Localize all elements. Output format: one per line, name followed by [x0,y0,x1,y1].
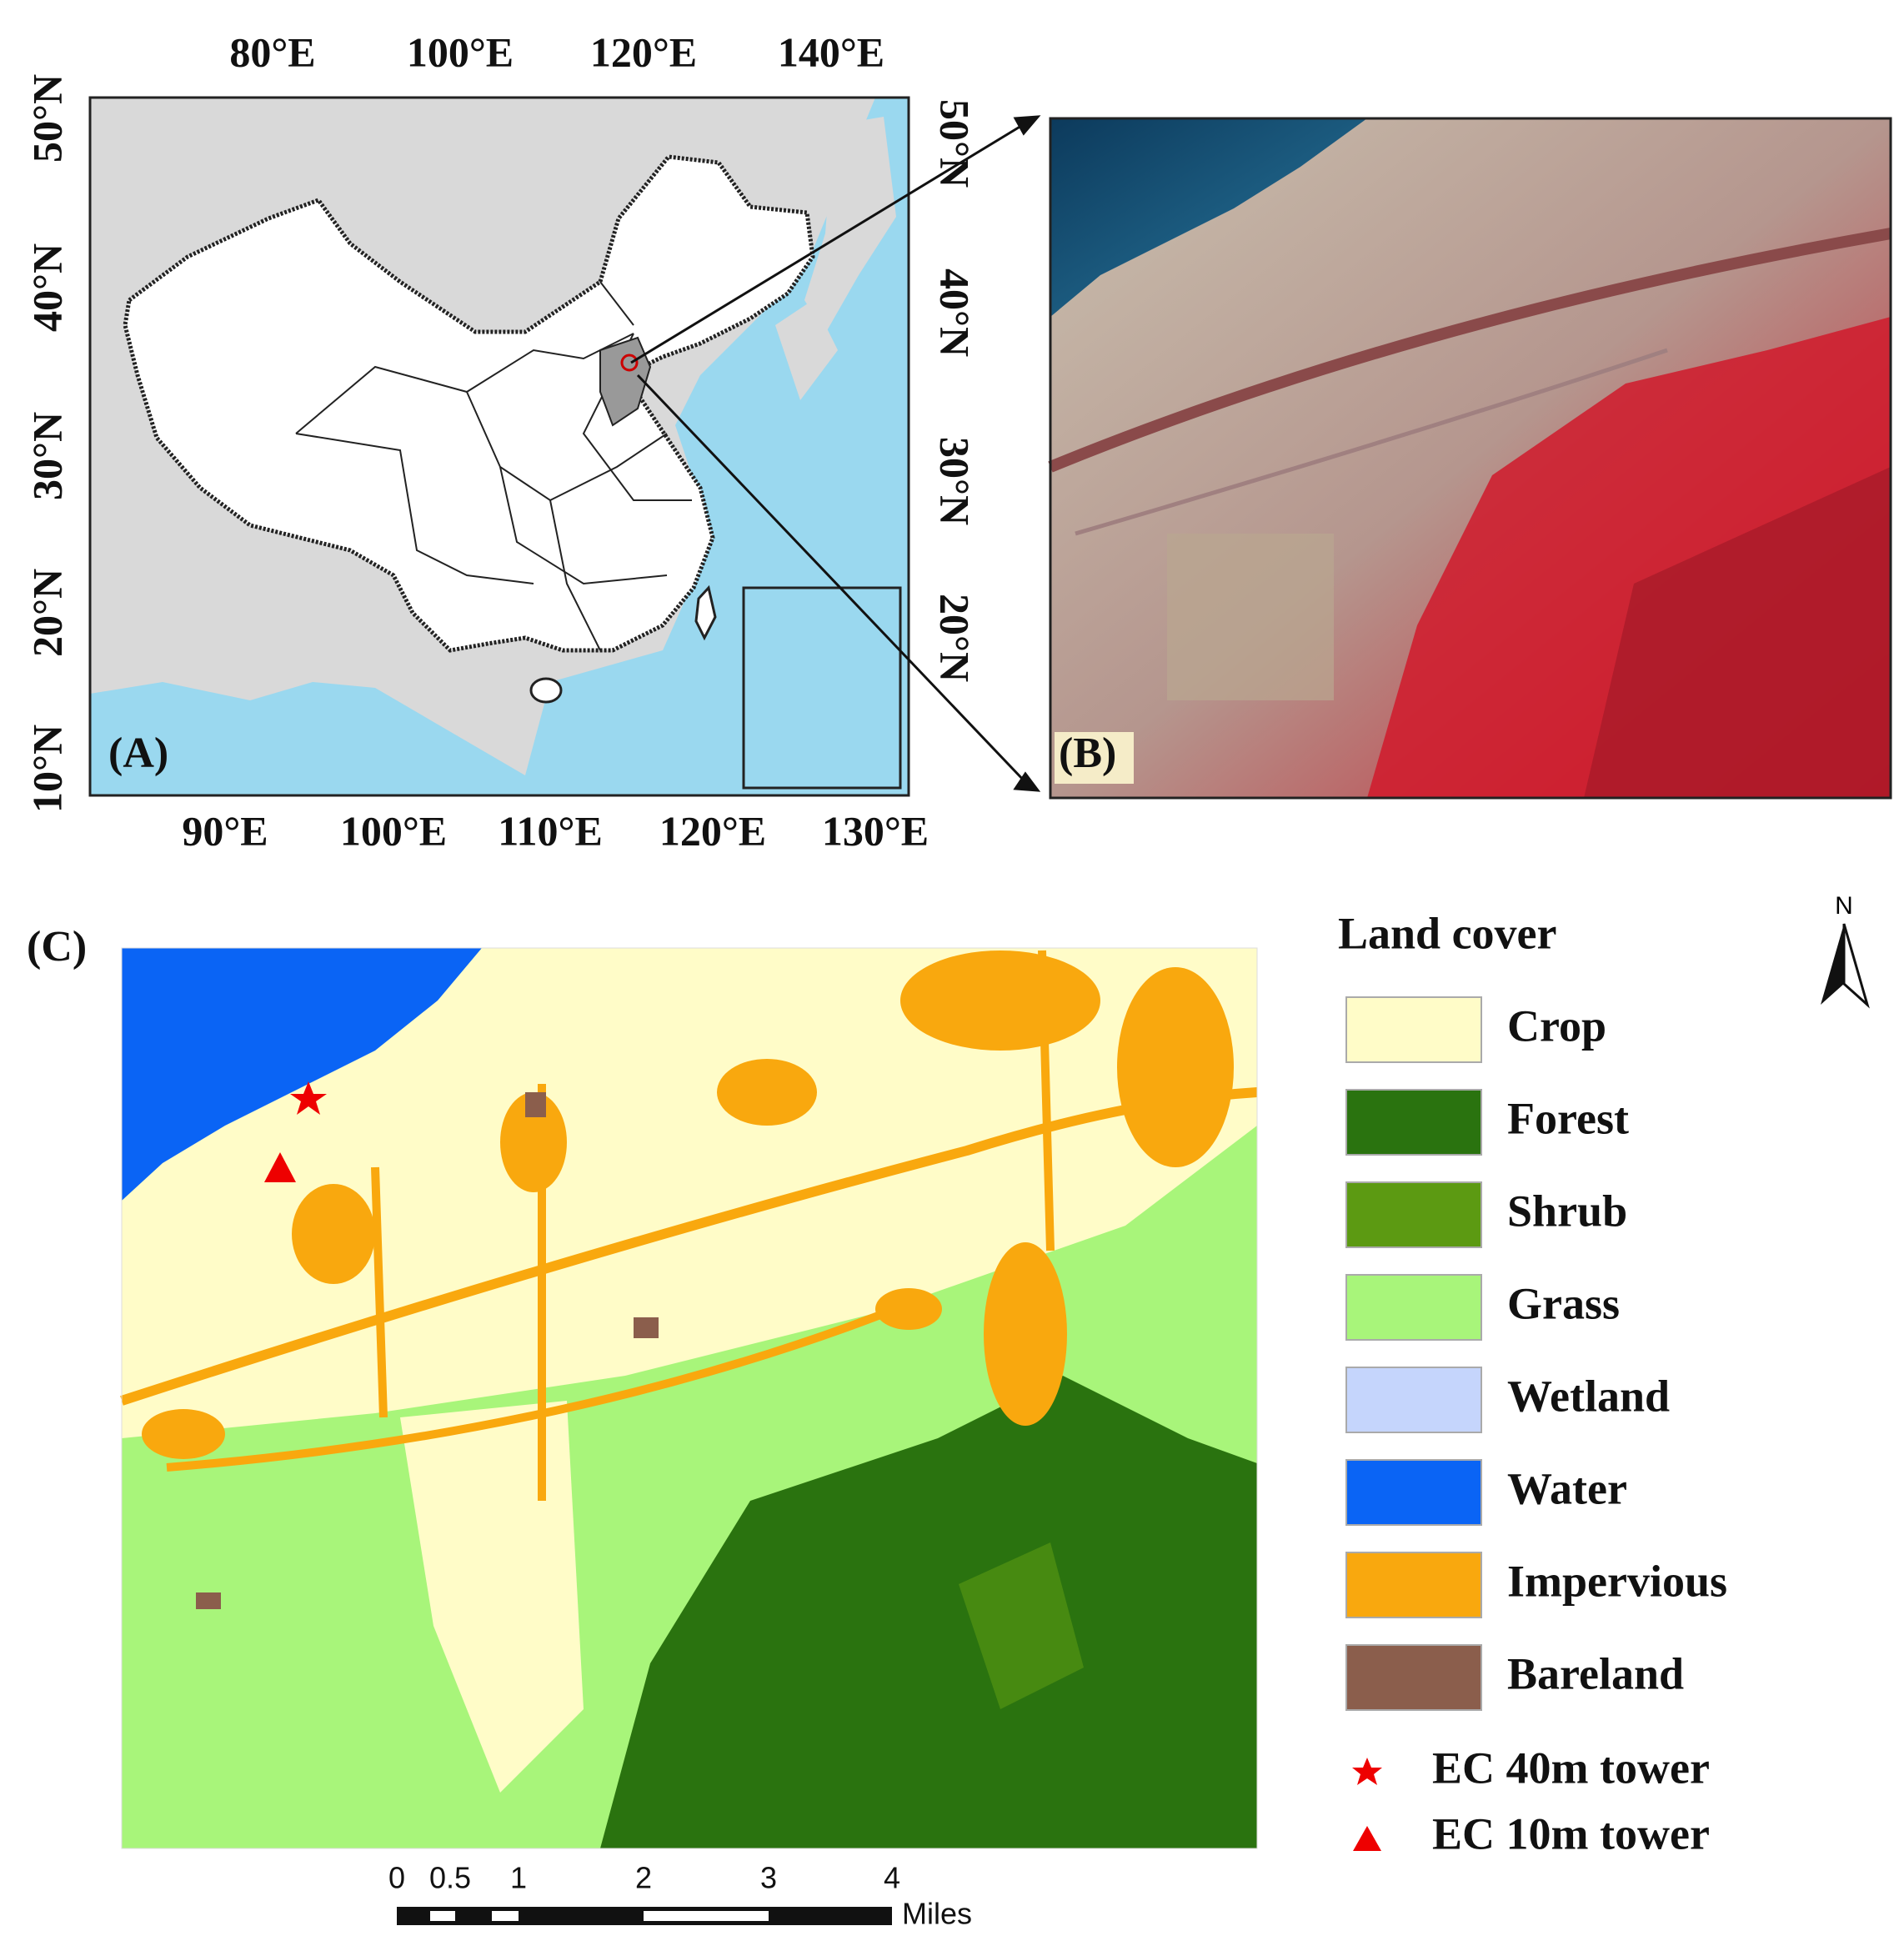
lon-label: 120°E [659,807,766,854]
lat-label: 30°N [23,412,70,500]
panel-c-map: (C) [27,923,1258,1849]
legend-label: EC 40m tower [1432,1743,1710,1793]
lon-label: 140°E [778,28,884,75]
legend-swatch [1345,996,1482,1063]
legend-swatch [1345,1181,1482,1248]
scale-label: 0.5 [429,1861,471,1895]
legend-swatch [1345,1644,1482,1711]
lat-label: 40°N [932,268,979,357]
north-label: N [1835,892,1853,920]
lat-label: 20°N [23,569,70,657]
legend-label: Forest [1507,1093,1629,1143]
legend-label: Water [1507,1463,1627,1513]
legend-label: Bareland [1507,1648,1684,1698]
scale-label: 3 [760,1861,777,1895]
lat-label: 50°N [932,99,979,188]
legend-label: Grass [1507,1278,1620,1328]
lon-label: 110°E [498,807,603,854]
callout-arrows [630,115,1041,792]
legend-label: Shrub [1507,1186,1627,1236]
legend-label: Impervious [1507,1556,1727,1606]
lon-label: 90°E [182,807,268,854]
lat-label: 20°N [932,594,979,682]
scale-label: 0 [388,1861,405,1895]
legend-swatch [1345,1552,1482,1618]
scale-unit: Miles [902,1897,972,1931]
lat-label: 30°N [932,437,979,525]
panel-label: (B) [1059,730,1116,777]
scale-label: 2 [635,1861,652,1895]
legend-label: Wetland [1507,1371,1670,1421]
panel-b-image: (B) [1048,117,1892,800]
lon-label: 80°E [229,28,315,75]
panel-a-map: (A) [88,96,910,797]
legend-label: EC 10m tower [1432,1808,1710,1858]
lon-label: 130°E [822,807,929,854]
lon-label: 100°E [340,807,447,854]
scale-label: 1 [510,1861,527,1895]
lon-label: 100°E [407,28,514,75]
panel-label: (A) [108,730,168,777]
legend-swatch [1345,1274,1482,1341]
legend-swatch [1345,1367,1482,1433]
lat-label: 40°N [23,243,70,332]
legend-title: Land cover [1338,908,1557,958]
scale-label: 4 [884,1861,900,1895]
panel-label: (C) [27,923,87,970]
legend-swatch [1345,1459,1482,1526]
lon-label: 120°E [590,28,697,75]
legend-label: Crop [1507,1001,1606,1051]
legend-swatch [1345,1089,1482,1156]
scale-bar [397,1907,892,1925]
lat-label: 10°N [23,725,70,813]
north-arrow: N [1821,892,1870,1009]
lat-label: 50°N [23,74,70,163]
